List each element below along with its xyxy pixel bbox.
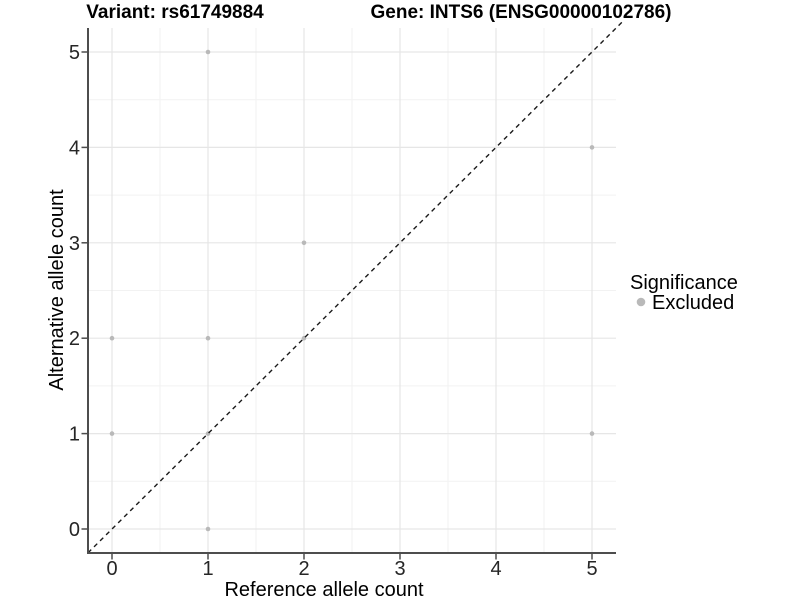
data-point xyxy=(589,431,595,436)
y-tick-label: 5 xyxy=(69,42,80,64)
data-point xyxy=(109,431,115,436)
identity-dashed-line xyxy=(87,20,625,554)
x-tick-label: 3 xyxy=(394,558,405,580)
data-points xyxy=(109,49,595,532)
x-tick-label: 0 xyxy=(106,558,117,580)
x-axis-title: Reference allele count xyxy=(224,579,423,600)
legend-title: Significance xyxy=(630,272,738,294)
legend-key-dot xyxy=(636,297,646,307)
x-tick-label: 2 xyxy=(298,558,309,580)
legend-entry-label: Excluded xyxy=(652,292,734,314)
data-point xyxy=(109,335,115,341)
data-point xyxy=(205,526,211,532)
variant-title: Variant: rs61749884 xyxy=(86,2,264,23)
x-tick-labels: 0 1 2 3 4 5 xyxy=(106,558,597,580)
data-point xyxy=(589,145,595,150)
y-tick-label: 4 xyxy=(69,137,80,159)
x-tick-label: 5 xyxy=(586,558,597,580)
y-tick-label: 1 xyxy=(69,424,80,446)
x-tick-label: 1 xyxy=(202,558,213,580)
y-tick-label: 2 xyxy=(69,328,80,350)
y-tick-label: 0 xyxy=(69,519,80,541)
gridlines-major xyxy=(88,28,616,553)
x-tick-label: 4 xyxy=(490,558,501,580)
y-tick-label: 3 xyxy=(69,233,80,255)
gene-title: Gene: INTS6 (ENSG00000102786) xyxy=(371,2,672,23)
axis-lines xyxy=(87,28,616,554)
y-tick-labels: 0 1 2 3 4 5 xyxy=(69,42,80,541)
data-point xyxy=(301,240,307,246)
data-point xyxy=(205,335,211,341)
gridlines-minor xyxy=(88,28,616,553)
data-point xyxy=(205,49,211,55)
y-axis-title: Alternative allele count xyxy=(46,189,68,391)
tick-marks xyxy=(81,51,593,560)
legend-entries: Excluded xyxy=(636,292,734,314)
